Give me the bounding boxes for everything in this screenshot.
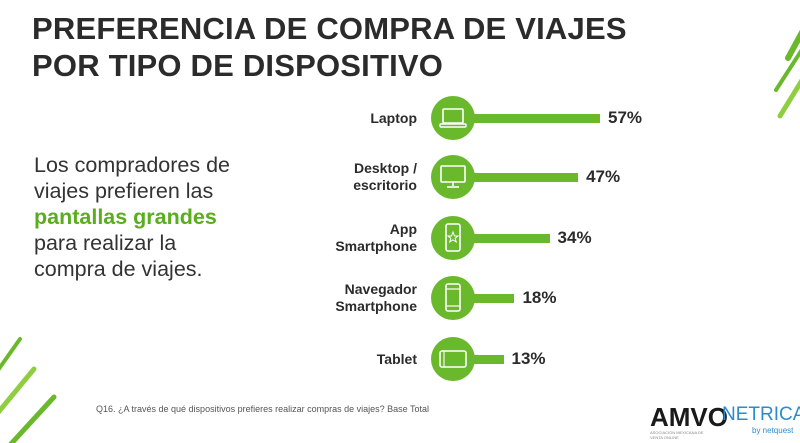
- lead-line-4: para realizar la: [34, 231, 177, 255]
- laptop-icon: [431, 96, 475, 140]
- bar: [469, 355, 504, 364]
- category-label: Desktop / escritorio: [287, 160, 417, 194]
- category-label: Tablet: [287, 351, 417, 368]
- netrica-logo: NETRICA: [722, 404, 800, 425]
- decorative-stripes-bottom-left: [0, 337, 57, 443]
- amvo-logo-subtitle: ASOCIACIÓN MEXICANA DE VENTA ONLINE: [650, 430, 704, 440]
- value-label: 47%: [586, 167, 621, 186]
- value-label: 34%: [557, 228, 592, 247]
- category-label-line-2: escritorio: [353, 177, 417, 193]
- bar: [469, 173, 579, 182]
- lead-line-2: viajes prefieren las: [34, 179, 214, 203]
- decorative-stripes-top-right: [774, 29, 800, 119]
- netrica-logo-subtitle: by netquest: [752, 426, 794, 435]
- category-label: Navegador Smartphone: [287, 281, 417, 315]
- desktop-icon: [431, 155, 475, 199]
- footnote: Q16. ¿A través de qué dispositivos prefi…: [96, 404, 429, 414]
- page-title: PREFERENCIA DE COMPRA DE VIAJES POR TIPO…: [32, 10, 627, 84]
- amvo-logo: AMVO: [650, 402, 728, 433]
- browser-smartphone-icon: [431, 276, 475, 320]
- amvo-logo-text: AMVO: [650, 402, 728, 432]
- category-label-line-1: Laptop: [370, 110, 417, 126]
- tablet-icon: [431, 337, 475, 381]
- value-label: 18%: [522, 288, 557, 307]
- category-label-line-2: Smartphone: [335, 238, 417, 254]
- bar: [469, 234, 550, 243]
- category-label-line-2: Smartphone: [335, 298, 417, 314]
- category-label-line-1: App: [389, 221, 417, 237]
- lead-line-5: compra de viajes.: [34, 257, 203, 281]
- value-label: 57%: [608, 108, 643, 127]
- category-label: App Smartphone: [287, 221, 417, 255]
- lead-line-1: Los compradores de: [34, 153, 230, 177]
- bar: [469, 294, 515, 303]
- title-line-2: POR TIPO DE DISPOSITIVO: [32, 48, 444, 83]
- category-label: Laptop: [287, 110, 417, 127]
- category-label-line-1: Tablet: [376, 351, 417, 367]
- category-label-line-1: Navegador: [344, 281, 417, 297]
- bar: [469, 114, 600, 123]
- category-label-line-1: Desktop /: [353, 160, 417, 176]
- app-smartphone-icon: [431, 216, 475, 260]
- lead-highlight: pantallas grandes: [34, 205, 217, 229]
- title-line-1: PREFERENCIA DE COMPRA DE VIAJES: [32, 11, 627, 46]
- lead-text: Los compradores de viajes prefieren las …: [34, 152, 334, 282]
- value-label: 13%: [511, 349, 546, 368]
